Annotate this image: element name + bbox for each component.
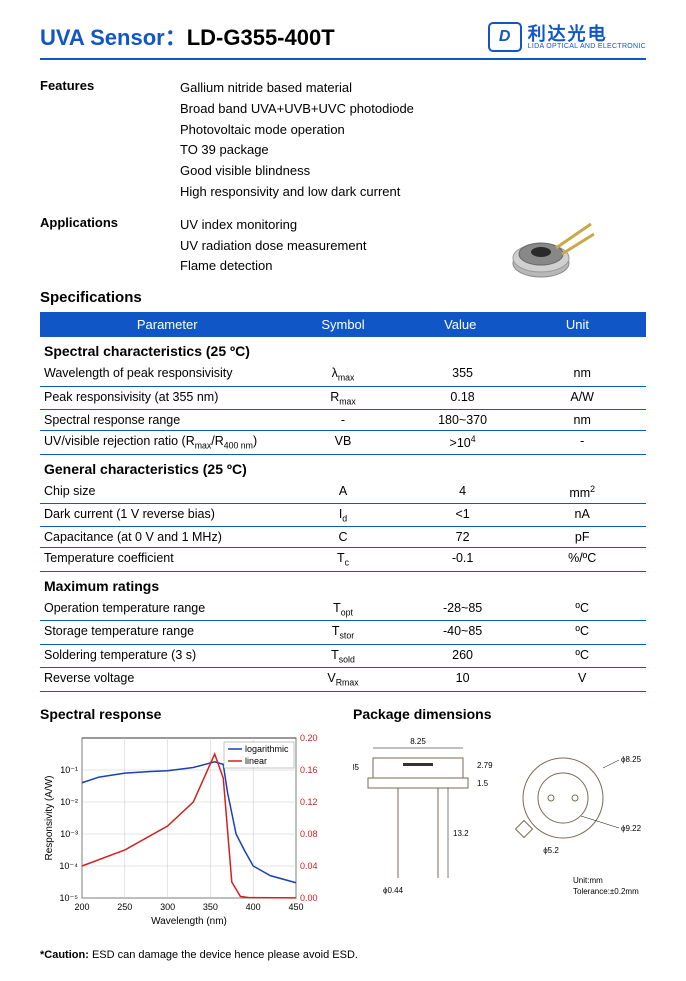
- svg-text:10⁻⁵: 10⁻⁵: [60, 893, 79, 903]
- svg-text:10⁻¹: 10⁻¹: [60, 765, 78, 775]
- svg-text:250: 250: [117, 902, 132, 912]
- svg-text:logarithmic: logarithmic: [245, 744, 289, 754]
- svg-text:Tolerance:±0.2mm: Tolerance:±0.2mm: [573, 887, 639, 896]
- feature-item: Gallium nitride based material: [180, 78, 646, 99]
- applications-label: Applications: [40, 215, 150, 277]
- table-row: Spectral response range-180~370nm: [40, 410, 646, 431]
- caution-text: *Caution: ESD can damage the device henc…: [40, 949, 646, 961]
- svg-text:13.2: 13.2: [453, 829, 469, 838]
- spectral-response-chart: 200 250 300 350 400 450 10⁻¹ 10⁻² 10⁻³ 10⁻⁴ 10⁻⁵ 0.…: [40, 728, 330, 928]
- col-unit: Unit: [519, 317, 636, 332]
- spectral-response-section: Spectral response 200 250 300 350 400 450 10⁻¹…: [40, 706, 333, 931]
- logo-icon: D: [488, 22, 522, 52]
- svg-text:Responsivity (A/W): Responsivity (A/W): [44, 775, 55, 860]
- table-row: Dark current (1 V reverse bias)Id<1nA: [40, 504, 646, 528]
- group-heading: Maximum ratings: [40, 572, 646, 598]
- group-heading: Spectral characteristics (25 ºC): [40, 337, 646, 363]
- svg-text:0.12: 0.12: [300, 797, 318, 807]
- col-symbol: Symbol: [284, 317, 401, 332]
- col-parameter: Parameter: [50, 317, 284, 332]
- package-dimensions-title: Package dimensions: [353, 706, 646, 722]
- svg-text:300: 300: [160, 902, 175, 912]
- group-heading: General characteristics (25 ºC): [40, 455, 646, 481]
- features-section: Features Gallium nitride based materialB…: [40, 78, 646, 203]
- feature-item: Photovoltaic mode operation: [180, 120, 646, 141]
- svg-text:0.00: 0.00: [300, 893, 318, 903]
- table-row: Storage temperature rangeTstor-40~85ºC: [40, 621, 646, 645]
- table-row: Capacitance (at 0 V and 1 MHz)C72pF: [40, 527, 646, 548]
- svg-text:10⁻²: 10⁻²: [60, 797, 78, 807]
- table-row: Soldering temperature (3 s)Tsold260ºC: [40, 645, 646, 669]
- table-row: Operation temperature rangeTopt-28~85ºC: [40, 598, 646, 622]
- svg-text:ϕ0.44: ϕ0.44: [383, 886, 404, 895]
- spec-table-body: Spectral characteristics (25 ºC)Waveleng…: [40, 337, 646, 692]
- svg-text:Wavelength (nm): Wavelength (nm): [151, 916, 227, 927]
- table-row: UV/visible rejection ratio (Rmax/R400 nm…: [40, 431, 646, 455]
- features-list: Gallium nitride based materialBroad band…: [180, 78, 646, 203]
- feature-item: TO 39 package: [180, 140, 646, 161]
- package-dimensions-diagram: 8.25 2.79 1.5 0.85 13.2 ϕ0.44 ϕ8.25 ϕ9.22 ϕ5.2 Un…: [353, 728, 643, 928]
- header: UVA Sensor：LD-G355-400T D 利达光电 LIDA OPTI…: [40, 20, 646, 60]
- table-row: Reverse voltageVRmax10V: [40, 668, 646, 692]
- table-row: Peak responsivisity (at 355 nm)Rmax0.18A…: [40, 387, 646, 411]
- svg-text:0.16: 0.16: [300, 765, 318, 775]
- feature-item: Broad band UVA+UVB+UVC photodiode: [180, 99, 646, 120]
- features-label: Features: [40, 78, 150, 203]
- svg-text:10⁻³: 10⁻³: [60, 829, 78, 839]
- svg-text:ϕ5.2: ϕ5.2: [543, 846, 559, 855]
- col-value: Value: [402, 317, 519, 332]
- svg-text:0.04: 0.04: [300, 861, 318, 871]
- package-dimensions-section: Package dimensions 8.25 2.79 1.5 0.85 13.2 ϕ0…: [353, 706, 646, 931]
- logo: D 利达光电 LIDA OPTICAL AND ELECTRONIC: [488, 22, 646, 52]
- svg-text:200: 200: [74, 902, 89, 912]
- svg-text:450: 450: [288, 902, 303, 912]
- table-row: Chip sizeA4mm2: [40, 481, 646, 504]
- svg-text:ϕ9.22: ϕ9.22: [621, 824, 642, 833]
- title-prefix: UVA Sensor：: [40, 25, 187, 50]
- title-model: LD-G355-400T: [187, 25, 335, 50]
- logo-cn-text: 利达光电: [528, 25, 646, 43]
- svg-text:0.20: 0.20: [300, 733, 318, 743]
- svg-text:400: 400: [246, 902, 261, 912]
- svg-text:0.08: 0.08: [300, 829, 318, 839]
- specifications-heading: Specifications: [40, 289, 646, 306]
- feature-item: High responsivity and low dark current: [180, 182, 646, 203]
- svg-text:0.85: 0.85: [353, 763, 360, 772]
- svg-text:8.25: 8.25: [410, 737, 426, 746]
- table-row: Temperature coefficientTc-0.1%/ºC: [40, 548, 646, 572]
- title: UVA Sensor：LD-G355-400T: [40, 20, 335, 52]
- svg-text:Unit:mm: Unit:mm: [573, 876, 603, 885]
- feature-item: Good visible blindness: [180, 161, 646, 182]
- svg-text:linear: linear: [245, 756, 267, 766]
- product-photo: [496, 218, 596, 288]
- spectral-response-title: Spectral response: [40, 706, 333, 722]
- logo-en-text: LIDA OPTICAL AND ELECTRONIC: [528, 43, 646, 50]
- svg-text:ϕ8.25: ϕ8.25: [621, 755, 642, 764]
- table-header: Parameter Symbol Value Unit: [40, 312, 646, 337]
- svg-text:350: 350: [203, 902, 218, 912]
- svg-text:1.5: 1.5: [477, 779, 489, 788]
- svg-text:10⁻⁴: 10⁻⁴: [59, 861, 78, 871]
- table-row: Wavelength of peak responsivisityλmax355…: [40, 363, 646, 387]
- svg-text:2.79: 2.79: [477, 761, 493, 770]
